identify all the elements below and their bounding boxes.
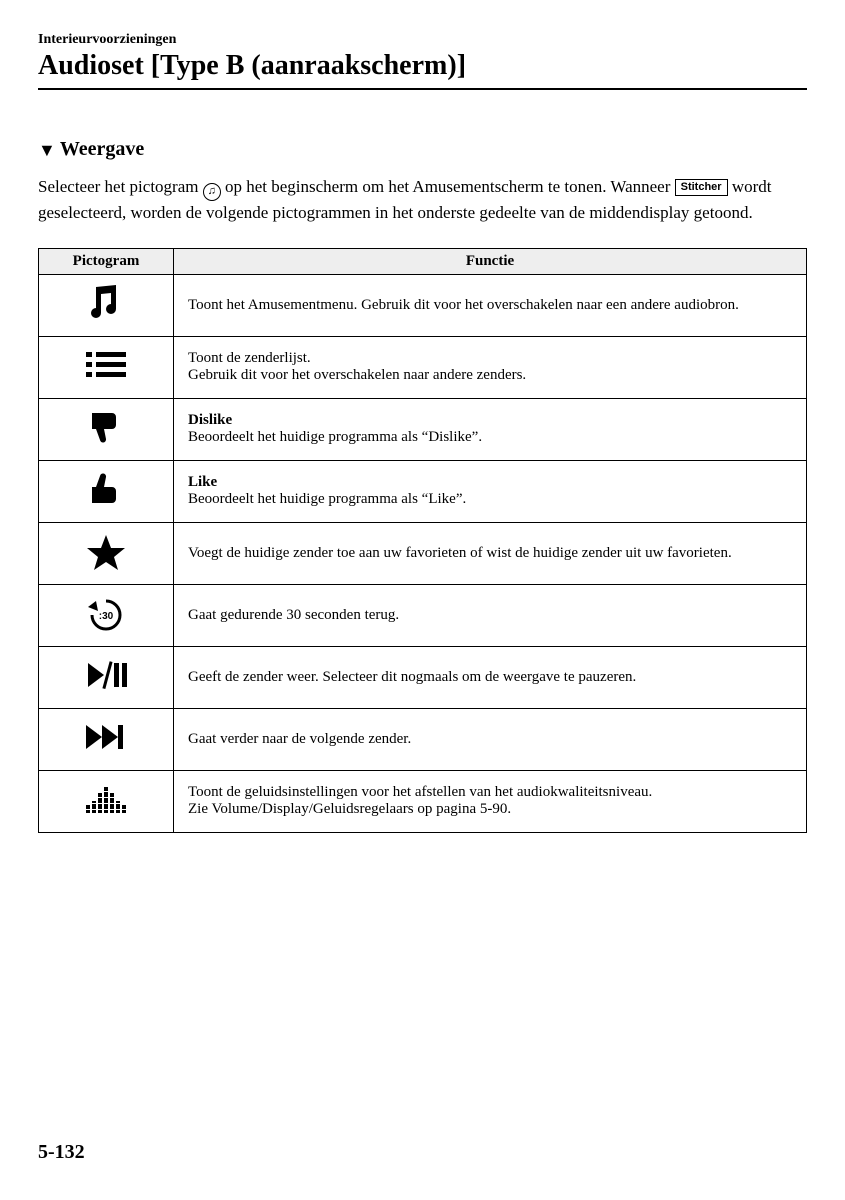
function-cell: Toont de zenderlijst.Gebruik dit voor he… [174, 336, 807, 398]
function-text: Voegt de huidige zender toe aan uw favor… [188, 545, 792, 562]
table-row: Gaat gedurende 30 seconden terug. [39, 584, 807, 646]
function-text: Gebruik dit voor het overschakelen naar … [188, 367, 792, 384]
table-row: LikeBeoordeelt het huidige programma als… [39, 460, 807, 522]
page-number: 5-132 [38, 1141, 85, 1164]
table-row: Voegt de huidige zender toe aan uw favor… [39, 522, 807, 584]
table-row: Geeft de zender weer. Selecteer dit nogm… [39, 646, 807, 708]
table-row: Toont het Amusementmenu. Gebruik dit voo… [39, 274, 807, 336]
col-header-functie: Functie [174, 248, 807, 274]
pictogram-table: Pictogram Functie Toont het Amusementmen… [38, 248, 807, 833]
table-row: Gaat verder naar de volgende zender. [39, 708, 807, 770]
pictogram-cell [39, 708, 174, 770]
function-text: Zie Volume/Display/Geluidsregelaars op p… [188, 801, 792, 818]
function-text: Toont de geluidsinstellingen voor het af… [188, 784, 792, 801]
function-cell: Toont het Amusementmenu. Gebruik dit voo… [174, 274, 807, 336]
function-cell: LikeBeoordeelt het huidige programma als… [174, 460, 807, 522]
next-track-icon [82, 717, 130, 757]
function-title: Dislike [188, 412, 792, 429]
table-header-row: Pictogram Functie [39, 248, 807, 274]
list-icon [82, 345, 130, 385]
triangle-marker-icon: ▼ [38, 141, 56, 159]
play-pause-icon [82, 655, 130, 695]
table-row: DislikeBeoordeelt het huidige programma … [39, 398, 807, 460]
intro-text-1: Selecteer het pictogram [38, 177, 203, 196]
function-cell: Gaat gedurende 30 seconden terug. [174, 584, 807, 646]
music-note-icon [82, 283, 130, 323]
pictogram-cell [39, 336, 174, 398]
section-heading: ▼ Weergave [38, 138, 807, 161]
thumbs-up-icon [82, 469, 130, 509]
function-text: Gaat gedurende 30 seconden terug. [188, 607, 792, 624]
col-header-pictogram: Pictogram [39, 248, 174, 274]
star-icon [82, 531, 130, 571]
pictogram-cell [39, 770, 174, 832]
pictogram-cell [39, 522, 174, 584]
function-text: Beoordeelt het huidige programma als “Li… [188, 491, 792, 508]
pictogram-cell [39, 646, 174, 708]
function-cell: DislikeBeoordeelt het huidige programma … [174, 398, 807, 460]
function-text: Toont de zenderlijst. [188, 350, 792, 367]
pictogram-cell [39, 460, 174, 522]
function-text: Beoordeelt het huidige programma als “Di… [188, 429, 792, 446]
pictogram-cell [39, 584, 174, 646]
function-cell: Toont de geluidsinstellingen voor het af… [174, 770, 807, 832]
function-title: Like [188, 474, 792, 491]
intro-paragraph: Selecteer het pictogram ♫ op het beginsc… [38, 175, 807, 226]
function-cell: Gaat verder naar de volgende zender. [174, 708, 807, 770]
stitcher-badge: Stitcher [675, 179, 728, 196]
equalizer-icon [82, 779, 130, 819]
table-row: Toont de zenderlijst.Gebruik dit voor he… [39, 336, 807, 398]
intro-text-2: op het beginscherm om het Amusementscher… [225, 177, 675, 196]
replay-30-icon [82, 593, 130, 633]
function-text: Geeft de zender weer. Selecteer dit nogm… [188, 669, 792, 686]
breadcrumb: Interieurvoorzieningen [38, 32, 807, 48]
function-text: Gaat verder naar de volgende zender. [188, 731, 792, 748]
section-heading-text: Weergave [60, 138, 144, 161]
function-cell: Geeft de zender weer. Selecteer dit nogm… [174, 646, 807, 708]
function-text: Toont het Amusementmenu. Gebruik dit voo… [188, 297, 792, 314]
thumbs-down-icon [82, 407, 130, 447]
pictogram-cell [39, 398, 174, 460]
title-rule [38, 88, 807, 90]
table-row: Toont de geluidsinstellingen voor het af… [39, 770, 807, 832]
pictogram-cell [39, 274, 174, 336]
page-title: Audioset [Type B (aanraakscherm)] [38, 50, 807, 82]
music-note-inline-icon: ♫ [203, 183, 221, 201]
function-cell: Voegt de huidige zender toe aan uw favor… [174, 522, 807, 584]
